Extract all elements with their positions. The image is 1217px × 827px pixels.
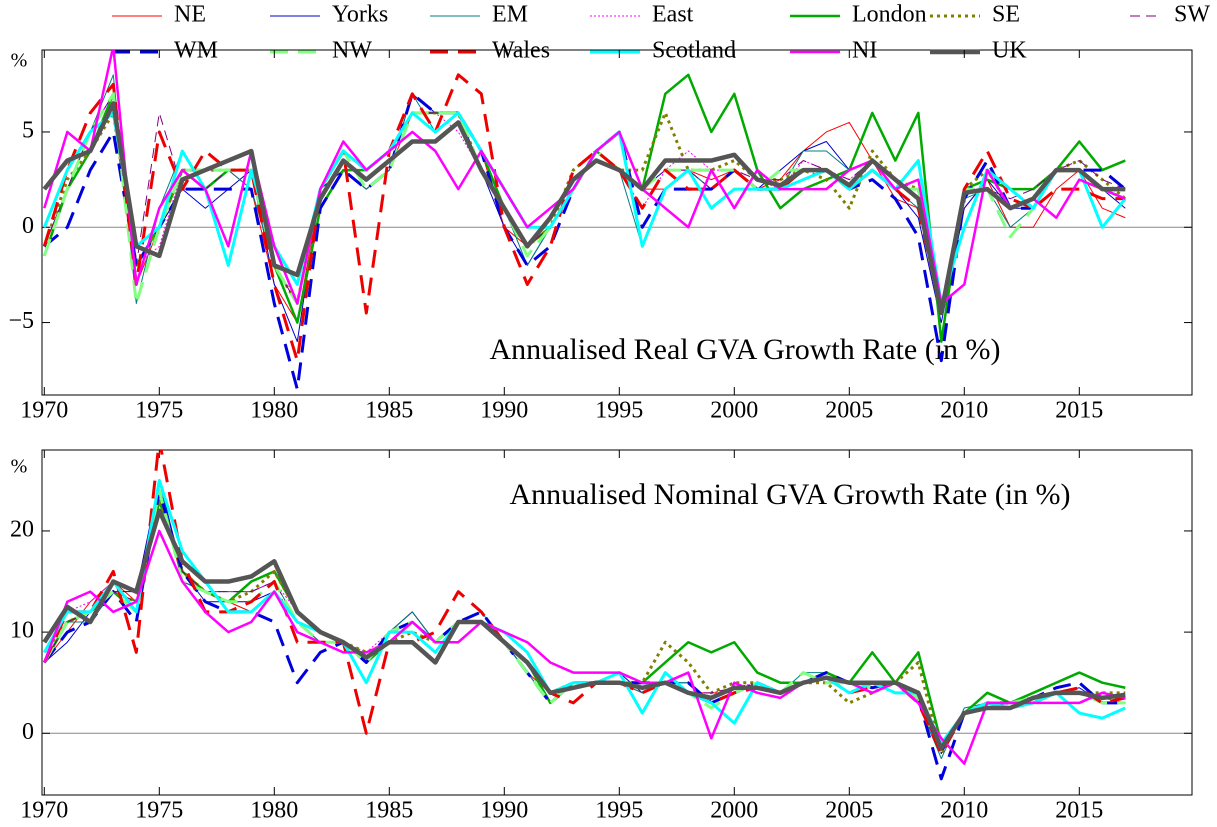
panel-title: Annualised Real GVA Growth Rate (in %) bbox=[489, 333, 1000, 366]
x-tick-label: 1990 bbox=[480, 398, 528, 424]
x-tick-label: 2005 bbox=[825, 798, 873, 824]
x-tick-label: 1995 bbox=[595, 398, 643, 424]
plot-frame bbox=[41, 49, 1193, 396]
plot-frame bbox=[41, 449, 1193, 796]
legend-label: NW bbox=[332, 38, 372, 64]
legend-label: Scotland bbox=[652, 38, 736, 64]
y-unit: % bbox=[11, 456, 28, 478]
line bbox=[42, 450, 1126, 756]
x-tick-label: 1975 bbox=[135, 798, 183, 824]
line bbox=[42, 101, 1126, 316]
line bbox=[42, 73, 1126, 363]
x-tick-label: 1985 bbox=[365, 798, 413, 824]
legend-label: SE bbox=[992, 2, 1020, 28]
x-tick-label: 1985 bbox=[365, 398, 413, 424]
line bbox=[42, 478, 1126, 745]
y-unit: % bbox=[11, 50, 28, 72]
x-tick-label: 2010 bbox=[940, 798, 988, 824]
panel-title: Annualised Nominal GVA Growth Rate (in %… bbox=[509, 478, 1070, 511]
x-tick-label: 1980 bbox=[250, 798, 298, 824]
legend-label: UK bbox=[992, 38, 1027, 64]
x-tick-label: 1970 bbox=[20, 398, 68, 424]
x-tick-label: 2010 bbox=[940, 398, 988, 424]
x-tick-label: 1975 bbox=[135, 398, 183, 424]
legend-label: Yorks bbox=[332, 2, 388, 28]
x-tick-label: 2000 bbox=[710, 398, 758, 424]
legend-label: East bbox=[652, 2, 694, 28]
y-tick-label: 5 bbox=[22, 117, 34, 143]
x-tick-label: 1980 bbox=[250, 398, 298, 424]
x-tick-label: 2005 bbox=[825, 398, 873, 424]
y-tick-label: 20 bbox=[10, 516, 34, 542]
line bbox=[43, 50, 1126, 305]
line bbox=[43, 499, 1126, 745]
line bbox=[43, 500, 1126, 744]
legend-label: WM bbox=[174, 38, 218, 64]
line bbox=[42, 508, 1126, 751]
x-tick-label: 1970 bbox=[20, 798, 68, 824]
y-tick-label: 0 bbox=[22, 213, 34, 239]
legend: NE Yorks EM East London SE SW WM NW Wales Scotland… bbox=[112, 2, 1210, 64]
legend-label: SW bbox=[1174, 2, 1210, 28]
legend-label: NE bbox=[174, 2, 206, 28]
x-tick-label: 1990 bbox=[480, 798, 528, 824]
series-group bbox=[42, 450, 1126, 781]
x-tick-label: 2000 bbox=[710, 798, 758, 824]
series-group bbox=[42, 50, 1127, 391]
legend-label: NI bbox=[852, 38, 877, 64]
line bbox=[43, 529, 1126, 765]
y-tick-label: −5 bbox=[8, 308, 34, 334]
legend-label: London bbox=[852, 2, 927, 28]
legend-label: Wales bbox=[492, 38, 550, 64]
y-tick-label: 10 bbox=[10, 618, 34, 644]
x-tick-label: 1995 bbox=[595, 798, 643, 824]
line bbox=[43, 92, 1127, 391]
line bbox=[43, 488, 1126, 781]
line bbox=[43, 112, 1126, 324]
y-tick-label: 0 bbox=[22, 719, 34, 745]
legend-label: EM bbox=[492, 2, 528, 28]
x-tick-label: 2015 bbox=[1055, 798, 1103, 824]
line bbox=[43, 93, 1126, 343]
x-tick-label: 2015 bbox=[1055, 398, 1103, 424]
